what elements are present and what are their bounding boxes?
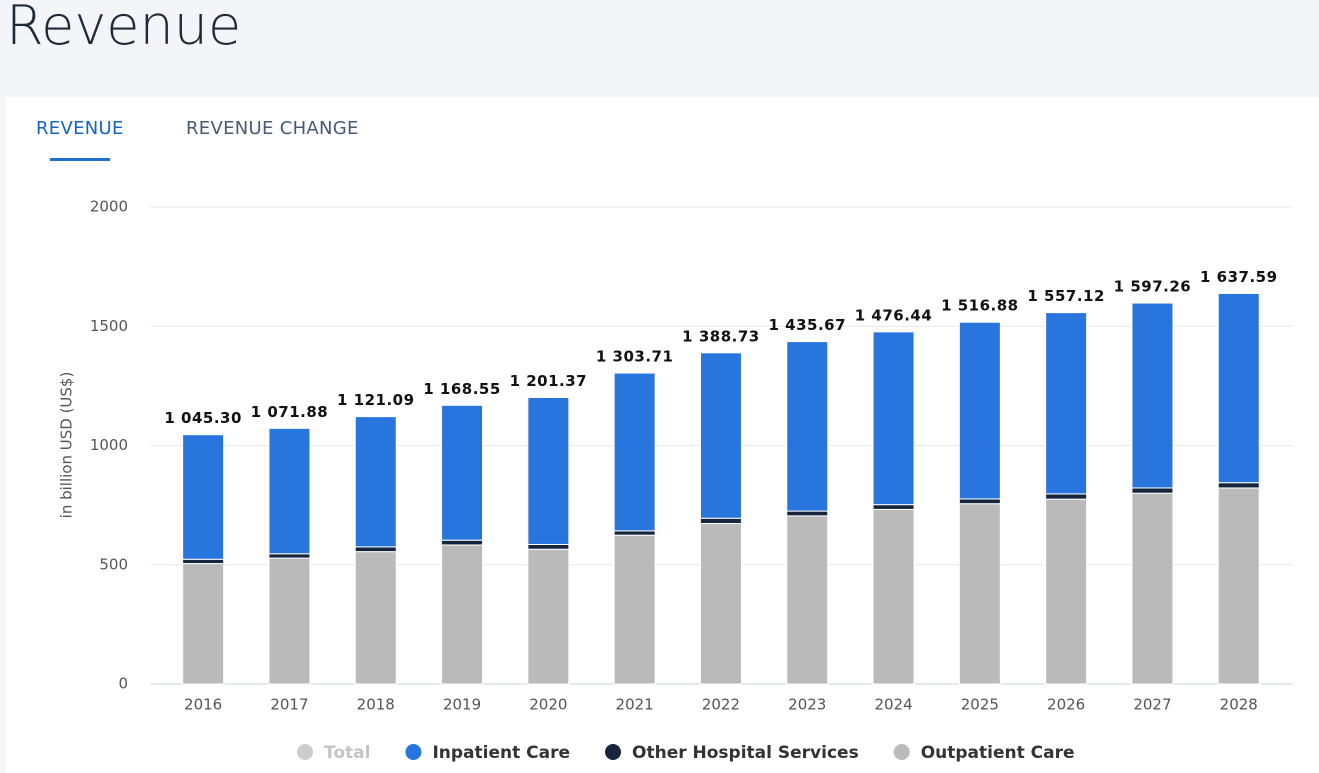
- bar-segment: [268, 557, 311, 685]
- bar-segment: [958, 498, 1001, 505]
- legend-marker: [297, 744, 313, 760]
- bar-segment: [527, 543, 570, 550]
- value-label: 1 476.44: [855, 306, 933, 324]
- bar-segment: [1045, 312, 1088, 495]
- x-tick-label: 2022: [702, 696, 740, 714]
- legend-marker: [605, 744, 622, 760]
- bar-segment: [182, 434, 225, 560]
- bar-segment: [786, 515, 829, 685]
- tab-underline: [50, 158, 110, 161]
- value-label: 1 071.88: [251, 403, 329, 421]
- bar-segment: [699, 522, 742, 685]
- bar-segment: [527, 548, 570, 685]
- value-label: 1 597.26: [1114, 278, 1192, 296]
- bar-segment: [1217, 482, 1260, 489]
- legend-label: Inpatient Care: [432, 743, 570, 763]
- value-label: 1 388.73: [682, 327, 760, 345]
- bar-segment: [1217, 292, 1260, 484]
- bar-segment: [1217, 487, 1260, 685]
- legend-label: Other Hospital Services: [632, 743, 859, 763]
- bar-segment: [182, 558, 225, 565]
- legend-marker: [893, 744, 910, 760]
- x-tick-label: 2018: [357, 696, 395, 714]
- bar-segment: [872, 504, 915, 510]
- value-label: 1 168.55: [423, 380, 501, 398]
- bar-segment: [354, 551, 397, 685]
- bar-segment: [268, 553, 311, 559]
- x-tick-label: 2023: [788, 696, 826, 714]
- y-tick-label: 1500: [90, 317, 128, 335]
- bar-segment: [441, 539, 484, 546]
- bar-segment: [268, 427, 311, 555]
- x-tick-label: 2024: [874, 696, 912, 714]
- x-tick-label: 2020: [529, 696, 567, 714]
- y-tick-label: 0: [118, 675, 128, 693]
- bar-segment: [786, 341, 829, 512]
- bar-segment: [958, 321, 1001, 500]
- value-label: 1 121.09: [337, 391, 415, 409]
- x-tick-label: 2019: [443, 696, 481, 714]
- x-tick-label: 2025: [961, 696, 999, 714]
- legend-label: Total: [324, 743, 370, 763]
- bar-segment: [527, 396, 570, 545]
- x-tick-label: 2028: [1220, 696, 1258, 714]
- bar-segment: [699, 517, 742, 524]
- value-label: 1 045.30: [164, 409, 242, 427]
- x-tick-label: 2021: [616, 696, 654, 714]
- x-tick-label: 2026: [1047, 696, 1085, 714]
- bar-segment: [699, 352, 742, 519]
- value-label: 1 516.88: [941, 297, 1019, 315]
- page-title: Revenue: [6, 0, 242, 57]
- y-tick-label: 2000: [90, 198, 128, 216]
- bar-segment: [872, 331, 915, 506]
- tab[interactable]: REVENUE CHANGE: [186, 118, 359, 139]
- bar-segment: [786, 510, 829, 517]
- bar-segment: [354, 546, 397, 553]
- bar-segment: [1131, 487, 1174, 494]
- value-label: 1 557.12: [1027, 287, 1105, 305]
- x-tick-label: 2017: [270, 696, 308, 714]
- bar-segment: [958, 503, 1001, 685]
- bar-segment: [354, 416, 397, 548]
- bar-segment: [441, 544, 484, 685]
- legend-label: Outpatient Care: [921, 743, 1075, 763]
- bar-segment: [1045, 493, 1088, 500]
- x-tick-label: 2016: [184, 696, 222, 714]
- tab[interactable]: REVENUE: [36, 118, 124, 139]
- y-tick-label: 1000: [90, 436, 128, 454]
- card: [6, 97, 1319, 773]
- value-label: 1 303.71: [596, 348, 674, 366]
- y-axis-label: in billion USD (US$): [58, 372, 76, 519]
- bar-segment: [613, 530, 656, 536]
- legend-marker: [405, 744, 422, 760]
- x-tick-label: 2027: [1133, 696, 1171, 714]
- bar-segment: [182, 563, 225, 685]
- bar-segment: [872, 508, 915, 685]
- value-label: 1 201.37: [510, 372, 588, 390]
- bar-segment: [1131, 302, 1174, 489]
- y-tick-label: 500: [99, 555, 128, 573]
- bar-segment: [1131, 492, 1174, 685]
- bar-segment: [1045, 498, 1088, 685]
- bar-segment: [441, 404, 484, 541]
- bar-segment: [613, 534, 656, 685]
- value-label: 1 637.59: [1200, 268, 1278, 286]
- value-label: 1 435.67: [768, 316, 846, 334]
- bar-segment: [613, 372, 656, 532]
